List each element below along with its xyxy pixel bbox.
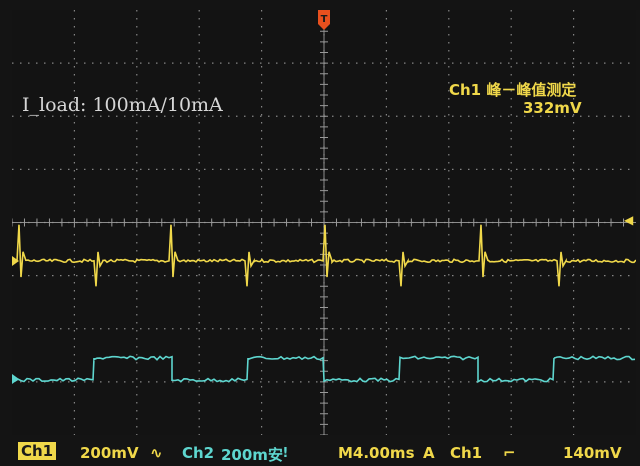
status-bar: Ch1 200mV ∿ Ch2 200m安 ǃ M4.00ms A Ch1 ⌐ … [18, 438, 638, 466]
measurement-title: Ch1 峰－峰值测定 [449, 81, 577, 99]
measurement-value: 332mV [523, 99, 582, 117]
ch1-badge: Ch1 [18, 442, 57, 460]
trigger-level-marker: ◀ [624, 213, 634, 227]
trigger-position-marker [318, 10, 330, 30]
ch1-scale: 200mV [80, 444, 139, 462]
ch2-label: Ch2 [182, 444, 215, 462]
ch1-coupling-icon: ∿ [150, 444, 163, 462]
load-annotation: I_load: 100mA/10mA [22, 94, 223, 116]
timebase: M4.00ms [338, 444, 415, 462]
waveform-screen: T ◀ [12, 10, 636, 435]
waveform-plot: T◀ [12, 10, 636, 435]
trigger-source: Ch1 [450, 444, 483, 462]
ch2-waveform [12, 355, 636, 384]
trigger-mode: A [423, 444, 435, 462]
ch2-ground-marker [12, 374, 19, 384]
trigger-position-label: T [321, 14, 328, 25]
ch1-waveform [12, 224, 636, 287]
trigger-level: 140mV [563, 444, 622, 462]
trigger-slope-icon: ⌐ [503, 444, 516, 462]
ch2-scale: 200m安 [221, 446, 283, 464]
ch2-probe-icon: ǃ [283, 446, 288, 461]
